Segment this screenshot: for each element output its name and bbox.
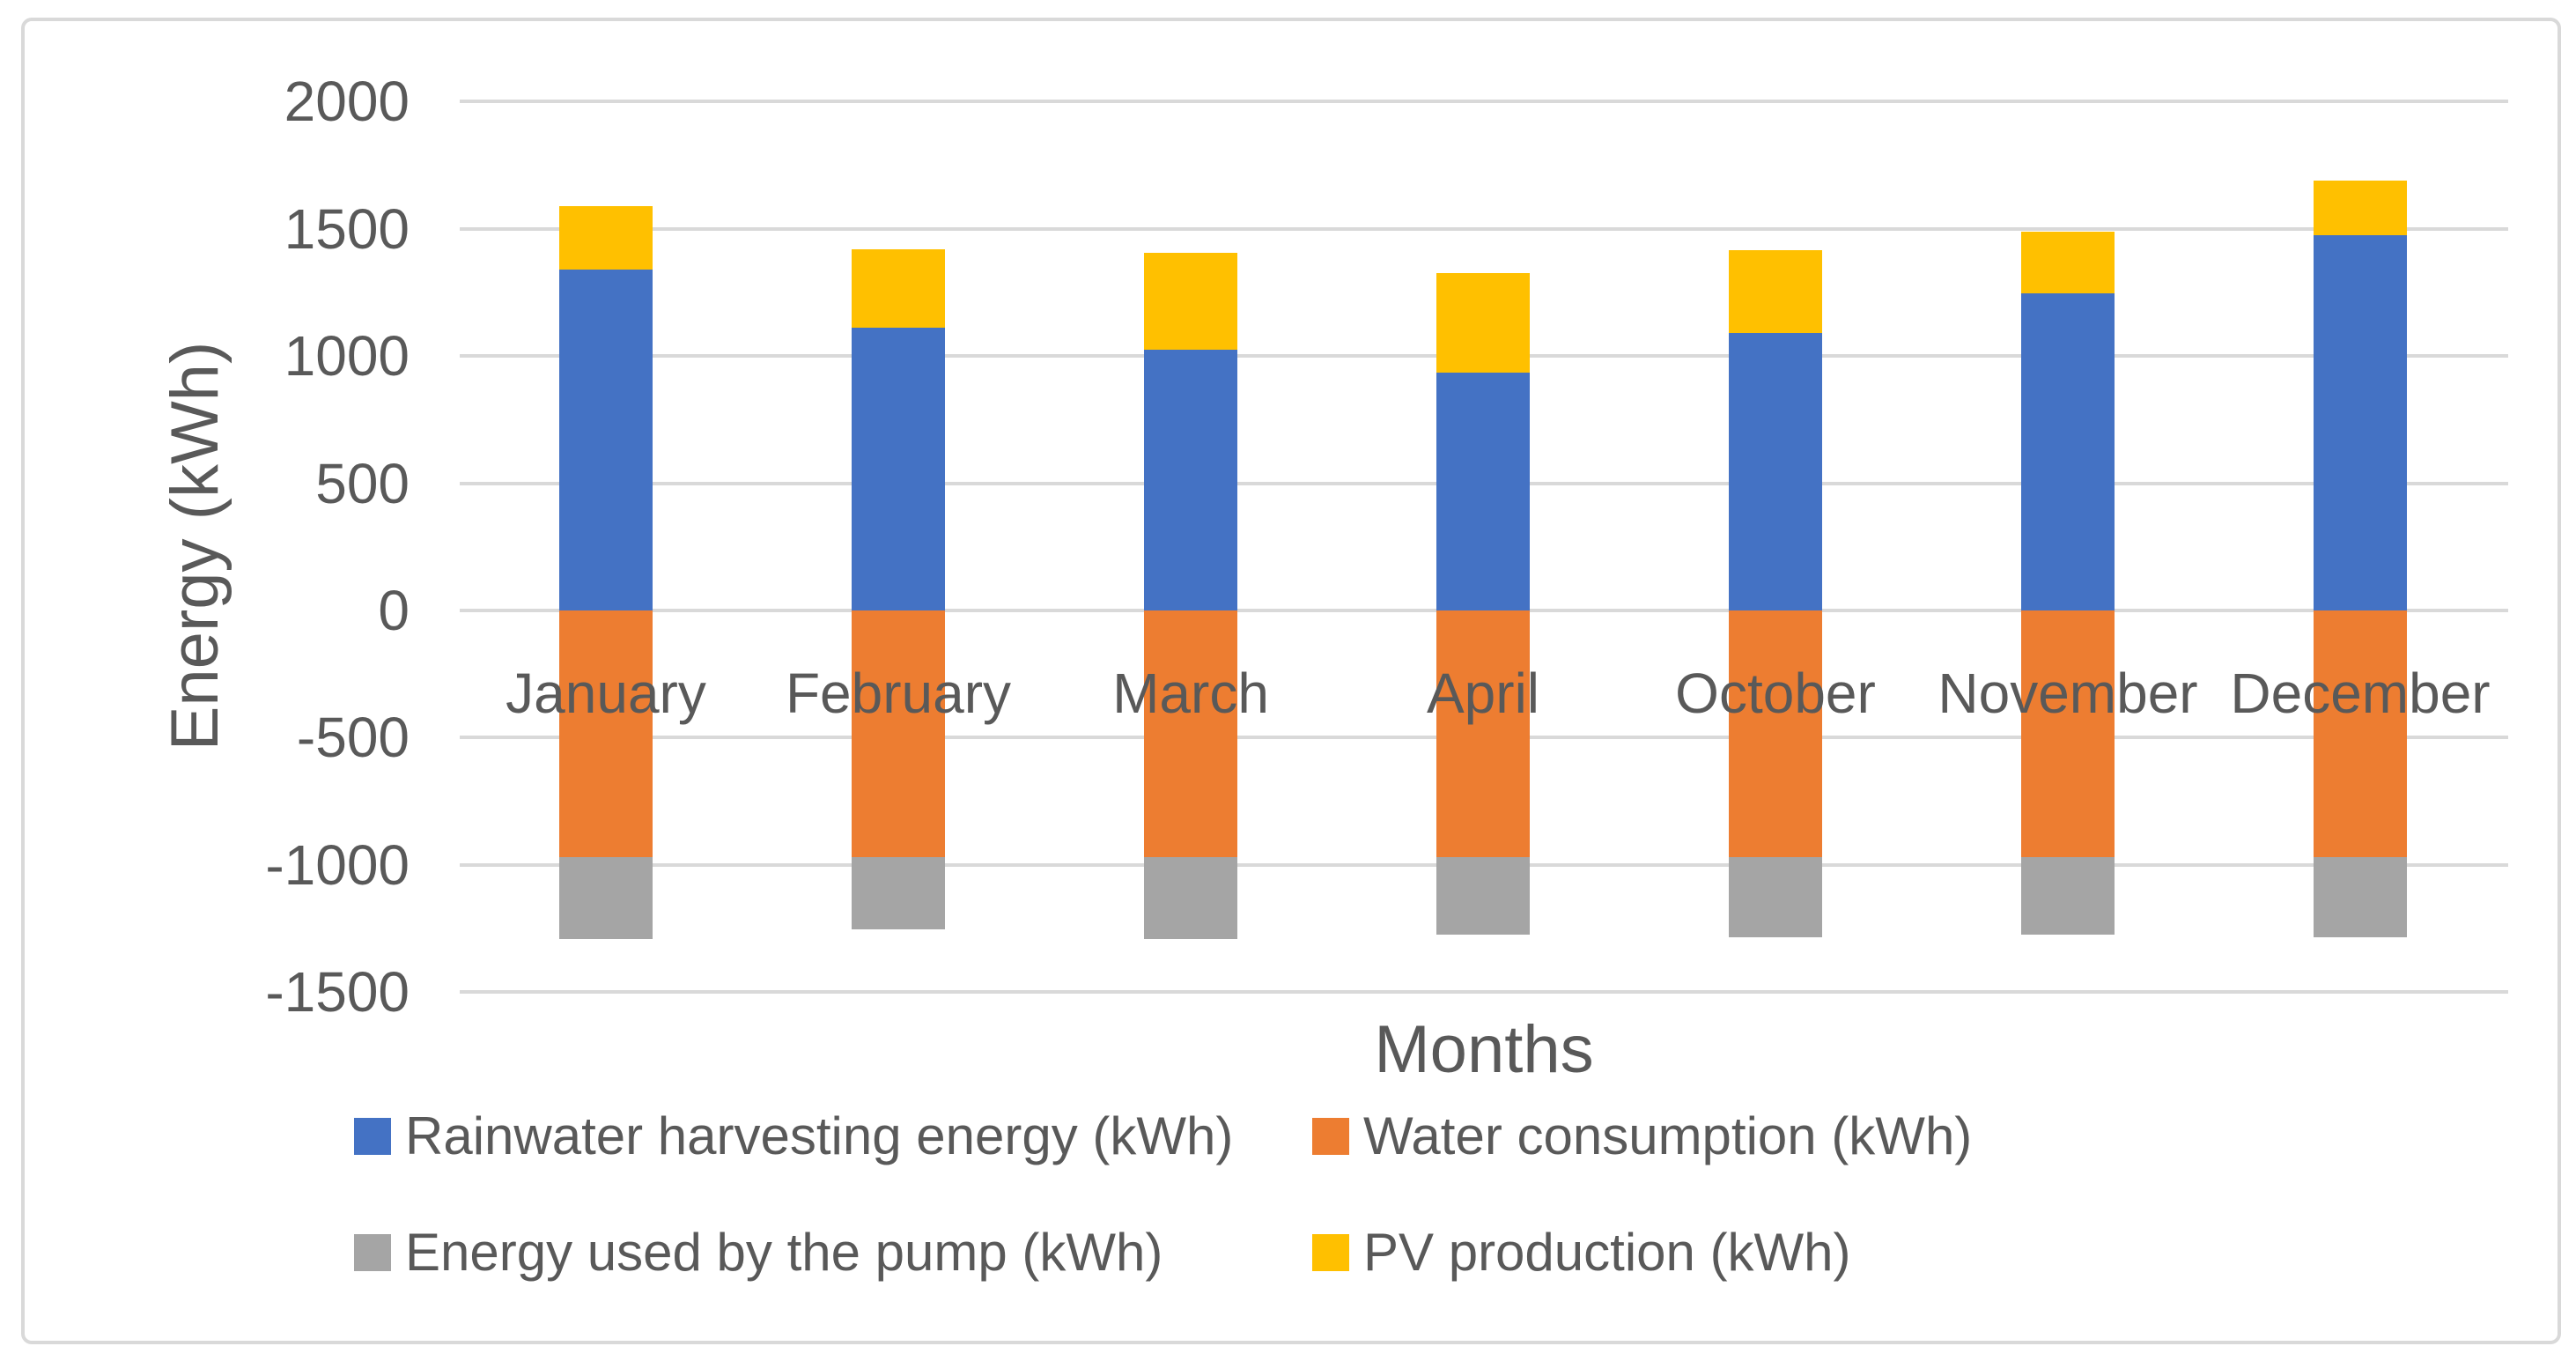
bar-segment — [559, 610, 653, 857]
bar-segment — [1144, 253, 1237, 350]
y-tick-label: -500 — [296, 706, 410, 769]
legend-item: Rainwater harvesting energy (kWh) — [354, 1108, 1233, 1165]
gridline — [460, 990, 2508, 994]
bar-segment — [559, 857, 653, 939]
bar-segment — [2314, 235, 2407, 610]
legend-label: Water consumption (kWh) — [1363, 1106, 1973, 1165]
bar-segment — [2021, 610, 2115, 857]
bar-segment — [2314, 857, 2407, 937]
y-tick-label: 1000 — [284, 324, 410, 388]
legend-label: Energy used by the pump (kWh) — [405, 1223, 1163, 1282]
x-category-label: December — [2230, 662, 2491, 725]
legend-marker — [354, 1234, 391, 1271]
gridline — [460, 100, 2508, 103]
legend-item: PV production (kWh) — [1312, 1224, 1851, 1281]
bar-segment — [1729, 857, 1822, 937]
y-tick-label: 500 — [315, 452, 410, 515]
legend-marker — [354, 1118, 391, 1155]
bar-segment — [852, 610, 945, 857]
x-category-label: November — [1938, 662, 2198, 725]
bar-segment — [1729, 610, 1822, 857]
bar-segment — [852, 249, 945, 328]
x-category-label: January — [506, 662, 706, 725]
x-category-label: February — [785, 662, 1012, 725]
legend-item: Water consumption (kWh) — [1312, 1108, 1972, 1165]
legend-item: Energy used by the pump (kWh) — [354, 1224, 1163, 1281]
bar-segment — [559, 206, 653, 270]
bar-segment — [559, 270, 653, 610]
legend-label: PV production (kWh) — [1363, 1223, 1851, 1282]
y-tick-label: -1000 — [265, 833, 410, 897]
bar-segment — [2314, 181, 2407, 235]
y-tick-label: 0 — [378, 579, 410, 642]
y-tick-label: 1500 — [284, 197, 410, 261]
bar-segment — [2314, 610, 2407, 857]
x-category-label: October — [1675, 662, 1876, 725]
bar-segment — [852, 857, 945, 929]
bar-segment — [2021, 232, 2115, 293]
bar-segment — [2021, 857, 2115, 935]
y-tick-label: 2000 — [284, 70, 410, 133]
y-tick-label: -1500 — [265, 960, 410, 1024]
legend-label: Rainwater harvesting energy (kWh) — [405, 1106, 1234, 1165]
x-category-label: April — [1426, 662, 1540, 725]
bar-segment — [1436, 373, 1530, 610]
x-category-label: March — [1112, 662, 1269, 725]
bar-segment — [1729, 333, 1822, 610]
legend-marker — [1312, 1118, 1349, 1155]
y-axis-title: Energy (kWh) — [158, 341, 233, 751]
bar-segment — [1144, 857, 1237, 939]
bar-segment — [1436, 273, 1530, 373]
bar-segment — [852, 328, 945, 610]
bar-segment — [1144, 610, 1237, 857]
bar-segment — [1436, 857, 1530, 935]
x-axis-title: Months — [1374, 1012, 1594, 1087]
bar-segment — [1436, 610, 1530, 857]
gridline — [460, 227, 2508, 231]
bar-segment — [1144, 350, 1237, 610]
chart-border — [21, 18, 2561, 1344]
bar-segment — [1729, 250, 1822, 333]
legend-marker — [1312, 1234, 1349, 1271]
bar-segment — [2021, 293, 2115, 610]
